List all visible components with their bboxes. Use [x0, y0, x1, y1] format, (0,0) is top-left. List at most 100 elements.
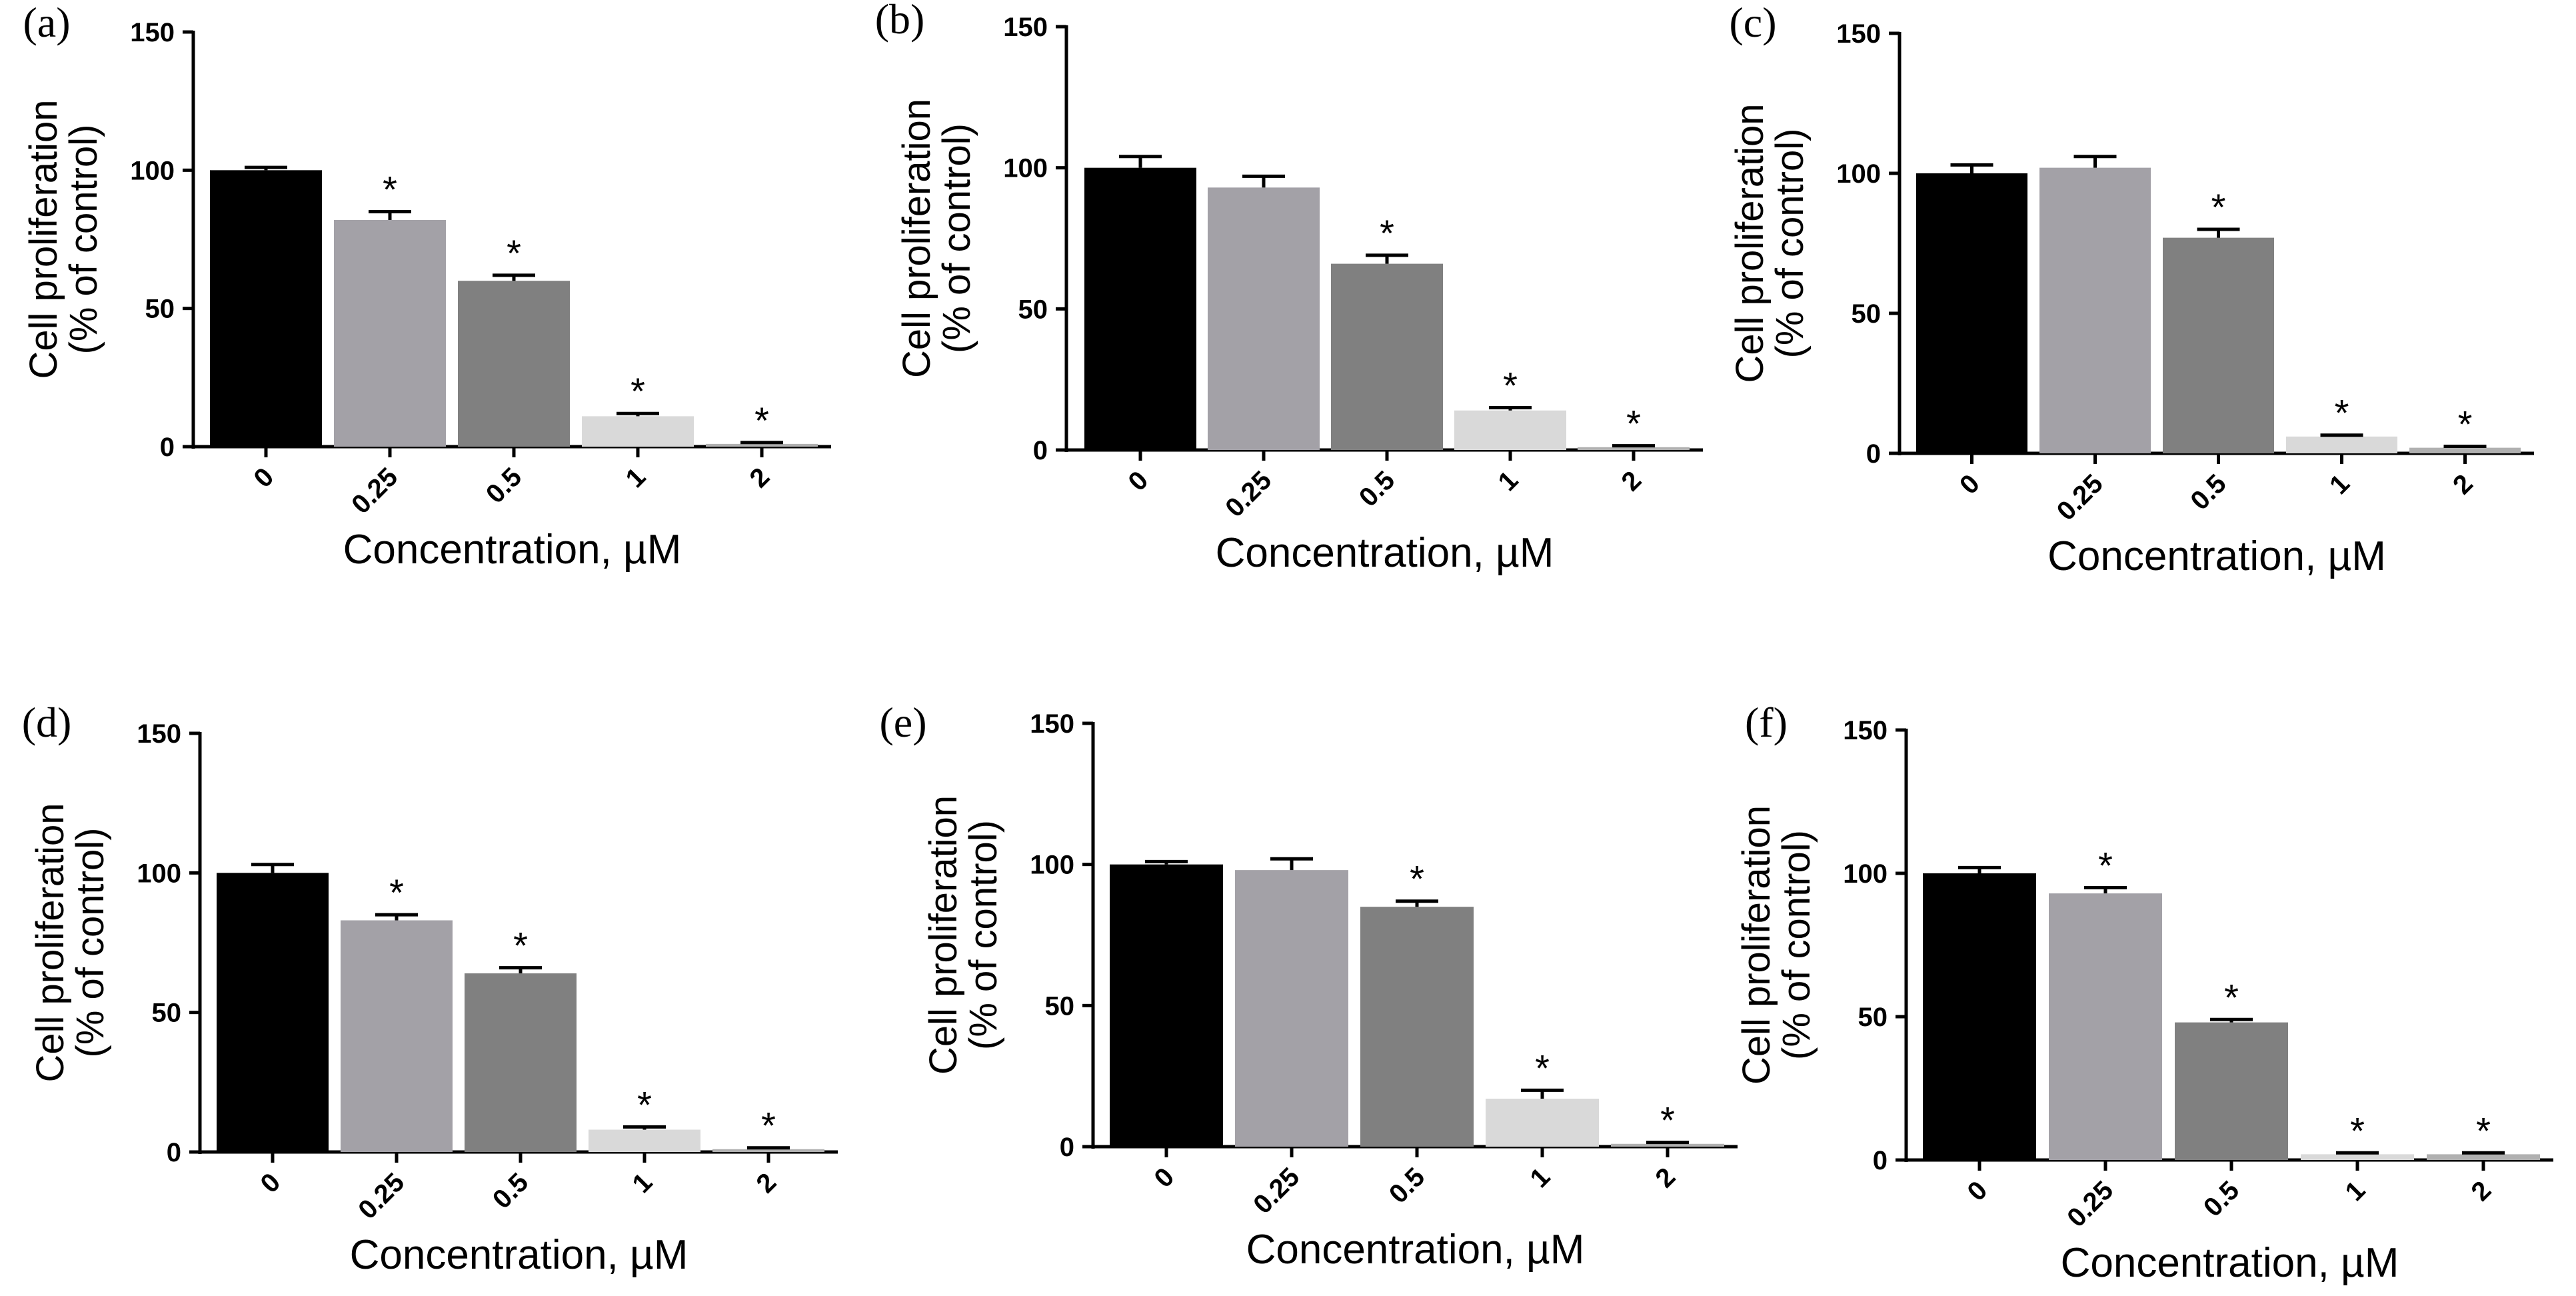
y-tick-label: 50	[145, 295, 175, 324]
x-tick-label: 0	[1962, 1175, 1993, 1207]
bar	[2286, 436, 2397, 453]
significance-marker: *	[383, 169, 397, 211]
x-tick-label: 2	[1650, 1162, 1682, 1193]
bar	[589, 1129, 700, 1152]
bar	[341, 920, 453, 1152]
y-tick-label: 0	[1866, 439, 1881, 469]
y-tick-label: 100	[1030, 851, 1074, 880]
significance-marker: *	[2335, 392, 2349, 434]
bar	[1110, 864, 1223, 1147]
y-tick-label: 150	[137, 719, 181, 749]
chart-panel-c: (c)Cell proliferation(% of control)05010…	[1728, 0, 2534, 579]
bar	[1486, 1099, 1599, 1147]
chart-panel-b: (b)Cell proliferation(% of control)05010…	[875, 0, 1703, 576]
bar	[706, 443, 818, 447]
bar	[1235, 870, 1348, 1147]
bar	[2427, 1154, 2540, 1160]
y-tick-label: 0	[160, 433, 175, 462]
y-tick-label: 50	[1045, 991, 1075, 1021]
significance-marker: *	[631, 370, 645, 412]
x-tick-label: 2	[751, 1167, 782, 1199]
significance-marker: *	[754, 399, 769, 441]
y-axis-label-line1: Cell proliferation	[895, 99, 938, 378]
x-tick-label: 0	[255, 1167, 287, 1199]
x-tick-label: 0.5	[1354, 465, 1400, 512]
panel-label: (b)	[875, 0, 925, 43]
significance-marker: *	[389, 871, 404, 913]
x-tick-label: 0.5	[2198, 1175, 2245, 1222]
y-axis-label-line2: (% of control)	[1768, 129, 1812, 359]
x-axis-label: Concentration, µM	[343, 527, 682, 573]
y-tick-label: 50	[1858, 1003, 1888, 1032]
chart-panel-d: (d)Cell proliferation(% of control)05010…	[22, 699, 838, 1278]
panel-label: (f)	[1745, 699, 1788, 746]
x-axis-label: Concentration, µM	[350, 1232, 688, 1278]
x-tick-label: 0.25	[353, 1167, 410, 1225]
bar	[1454, 410, 1566, 450]
y-tick-label: 0	[1873, 1146, 1888, 1175]
y-tick-label: 0	[167, 1138, 181, 1167]
bar	[2049, 893, 2162, 1160]
bar	[1208, 187, 1320, 450]
y-axis-label-line1: Cell proliferation	[922, 795, 965, 1075]
y-tick-label: 150	[1003, 13, 1048, 42]
bar	[2163, 237, 2274, 453]
panel-label: (a)	[23, 0, 70, 46]
significance-marker: *	[2350, 1109, 2365, 1151]
x-tick-label: 1	[621, 462, 652, 493]
chart-panel-e: (e)Cell proliferation(% of control)05010…	[879, 699, 1738, 1273]
significance-marker: *	[1535, 1047, 1550, 1089]
chart-panel-f: (f)Cell proliferation(% of control)05010…	[1735, 699, 2553, 1286]
y-tick-label: 150	[130, 18, 175, 47]
x-tick-label: 0.25	[1248, 1162, 1305, 1219]
y-axis-label-line1: Cell proliferation	[1728, 103, 1772, 383]
x-tick-label: 2	[2466, 1175, 2497, 1207]
bar	[2409, 447, 2521, 453]
y-tick-label: 100	[130, 156, 175, 185]
panel-label: (c)	[1729, 0, 1776, 46]
bar	[1916, 173, 2027, 453]
x-tick-label: 0	[249, 462, 280, 493]
x-tick-label: 0.5	[481, 462, 527, 509]
bar	[2039, 167, 2151, 453]
y-tick-label: 150	[1836, 19, 1881, 49]
x-tick-label: 2	[744, 462, 776, 493]
x-axis-label: Concentration, µM	[1246, 1227, 1585, 1273]
x-tick-label: 1	[2340, 1175, 2371, 1207]
y-axis-label-line1: Cell proliferation	[29, 803, 72, 1082]
bar	[2175, 1022, 2288, 1160]
x-axis-label: Concentration, µM	[2061, 1240, 2399, 1286]
y-tick-label: 100	[137, 859, 181, 888]
panel-label: (e)	[879, 699, 926, 746]
y-axis-label-line2: (% of control)	[935, 123, 978, 353]
x-tick-label: 0	[1954, 469, 1985, 500]
significance-marker: *	[2458, 403, 2473, 445]
x-tick-label: 1	[627, 1167, 658, 1199]
x-tick-label: 2	[2447, 469, 2479, 500]
x-tick-label: 0.25	[346, 462, 403, 519]
significance-marker: *	[761, 1105, 776, 1147]
x-tick-label: 0.25	[1220, 465, 1277, 523]
y-tick-label: 50	[152, 999, 182, 1028]
bar	[217, 873, 329, 1152]
x-tick-label: 0.5	[2185, 469, 2231, 515]
bar	[1923, 873, 2036, 1160]
bar	[210, 170, 322, 447]
y-axis-label-line2: (% of control)	[962, 820, 1005, 1050]
y-axis-label-line1: Cell proliferation	[22, 99, 65, 379]
bar	[712, 1149, 824, 1152]
bar	[1578, 447, 1690, 450]
bar	[582, 416, 694, 447]
x-tick-label: 2	[1616, 465, 1648, 497]
bar	[2301, 1154, 2414, 1160]
x-tick-label: 0.5	[1384, 1162, 1430, 1209]
y-tick-label: 0	[1033, 436, 1048, 465]
significance-marker: *	[1380, 212, 1394, 254]
x-tick-label: 0.25	[2051, 469, 2109, 526]
significance-marker: *	[507, 232, 521, 274]
bar	[334, 219, 446, 447]
x-tick-label: 0.25	[2061, 1175, 2119, 1233]
significance-marker: *	[1660, 1099, 1675, 1141]
panel-label: (d)	[22, 699, 72, 746]
x-axis-label: Concentration, µM	[1216, 530, 1554, 576]
